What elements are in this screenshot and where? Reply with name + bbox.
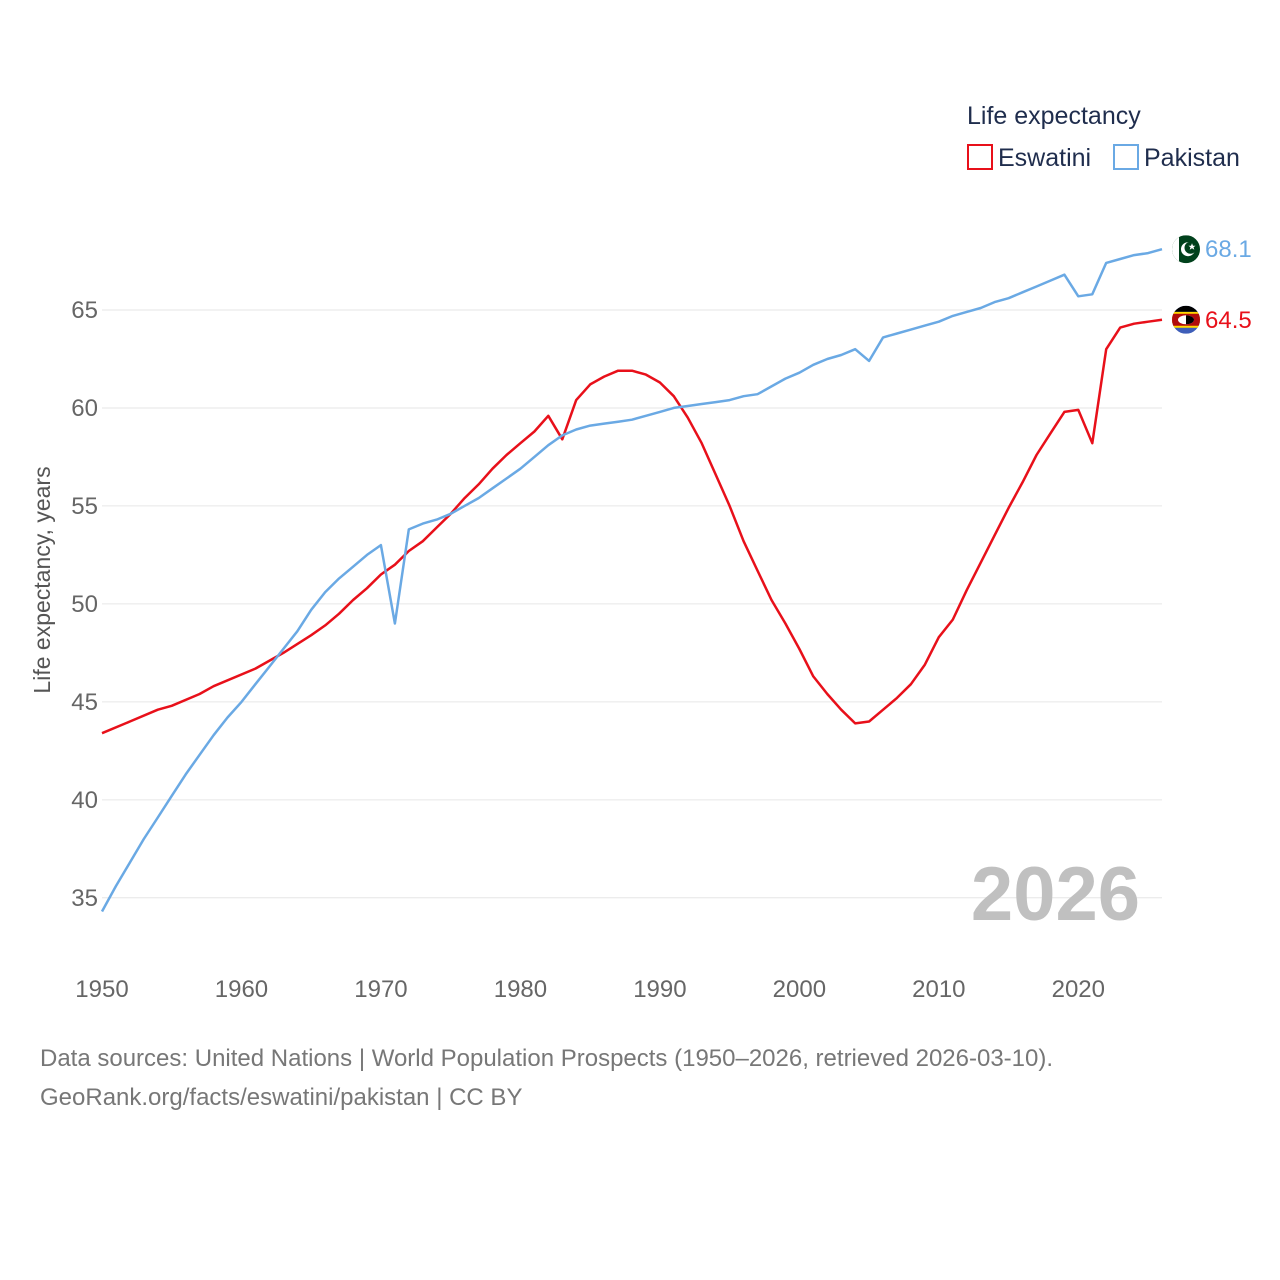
y-tick-labels: 35 40 45 50 55 60 65 [71, 297, 98, 912]
x-tick-label: 2010 [912, 976, 965, 1003]
end-value-pakistan: 68.1 [1205, 236, 1252, 263]
pakistan-flag-icon [1172, 235, 1200, 264]
legend-label-eswatini: Eswatini [998, 144, 1091, 172]
legend-swatch-pakistan [1113, 144, 1139, 170]
gridlines [102, 309, 1162, 899]
x-tick-label: 2020 [1052, 976, 1105, 1003]
y-tick-label: 60 [71, 395, 98, 422]
y-tick-label: 55 [71, 493, 98, 520]
y-tick-label: 45 [71, 689, 98, 716]
x-tick-label: 1960 [215, 976, 268, 1003]
series-line-eswatini [101, 318, 1163, 735]
legend-title: Life expectancy [967, 102, 1141, 130]
source-link[interactable]: GeoRank.org/facts/eswatini/pakistan | CC… [40, 1084, 523, 1111]
legend-swatch-eswatini [967, 144, 993, 170]
x-tick-label: 1950 [75, 976, 128, 1003]
x-tick-labels: 1950 1960 1970 1980 1990 2000 2010 2020 [75, 976, 1105, 1003]
eswatini-flag-icon [1172, 305, 1200, 334]
end-value-eswatini: 64.5 [1205, 307, 1252, 334]
y-axis-title: Life expectancy, years [29, 466, 55, 693]
y-tick-label: 40 [71, 787, 98, 814]
x-tick-label: 1970 [354, 976, 407, 1003]
legend-item-eswatini[interactable]: Eswatini [967, 144, 1091, 172]
legend-label-pakistan: Pakistan [1144, 144, 1240, 172]
y-tick-label: 65 [71, 297, 98, 324]
y-tick-label: 50 [71, 591, 98, 618]
x-tick-label: 1980 [494, 976, 547, 1003]
source-attribution: Data sources: United Nations | World Pop… [40, 1045, 1054, 1072]
x-tick-label: 1990 [633, 976, 686, 1003]
series-line-pakistan [100, 247, 1163, 913]
current-year-label: 2026 [971, 852, 1140, 937]
x-tick-label: 2000 [773, 976, 826, 1003]
legend-item-pakistan[interactable]: Pakistan [1113, 144, 1240, 172]
y-tick-label: 35 [71, 885, 98, 912]
